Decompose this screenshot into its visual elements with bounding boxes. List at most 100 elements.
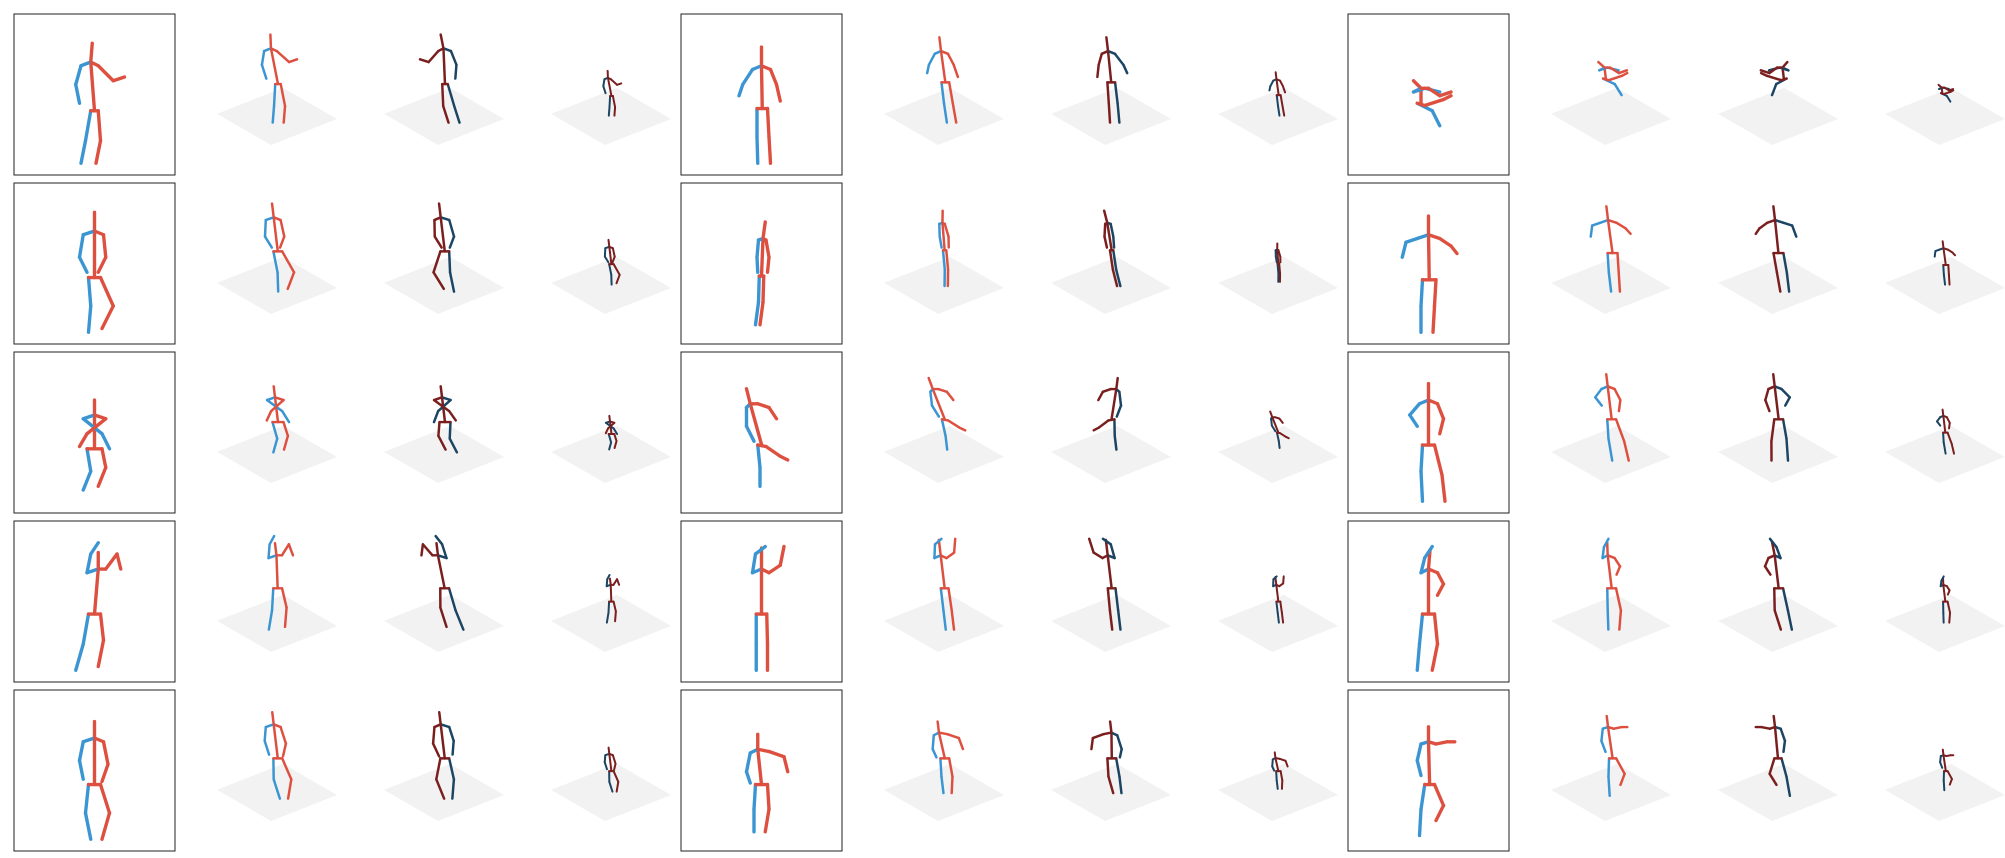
bone xyxy=(947,81,955,105)
skeleton-2d xyxy=(750,544,786,672)
bone xyxy=(278,235,286,249)
bone xyxy=(1270,417,1273,427)
panel-3d-view xyxy=(1218,71,1338,146)
bone xyxy=(1614,418,1626,443)
bone xyxy=(267,554,278,560)
bone xyxy=(1102,731,1113,736)
pose-row xyxy=(1347,13,2005,176)
bone xyxy=(756,747,771,754)
bone xyxy=(1426,233,1431,282)
bone xyxy=(605,611,610,624)
bone xyxy=(615,273,621,285)
panel-3d-view xyxy=(884,537,1004,653)
bone xyxy=(1780,77,1788,82)
bone xyxy=(1284,435,1290,440)
skeleton-3d-small xyxy=(605,574,621,624)
skeleton-3d-small xyxy=(603,238,621,286)
ground-plane xyxy=(384,87,504,146)
bone xyxy=(269,33,273,50)
bone xyxy=(1279,94,1284,107)
bone xyxy=(1430,642,1440,672)
panel-3d-view xyxy=(1885,240,2005,315)
bone xyxy=(1768,772,1778,787)
bone xyxy=(611,95,617,109)
ground-plane xyxy=(1885,763,2005,822)
bone xyxy=(944,434,949,451)
bone xyxy=(1419,782,1427,811)
bone xyxy=(1782,739,1787,754)
bone xyxy=(1415,758,1423,778)
bone xyxy=(764,444,782,458)
skeleton-3d xyxy=(432,202,456,293)
bone xyxy=(939,587,945,612)
bone xyxy=(1097,52,1103,67)
bone xyxy=(951,102,958,124)
bone xyxy=(89,60,97,113)
bone xyxy=(1608,66,1621,75)
bone xyxy=(1417,807,1423,838)
bone xyxy=(1754,227,1761,236)
bone xyxy=(946,732,961,740)
bone xyxy=(439,216,451,222)
bone xyxy=(1785,437,1790,462)
bone xyxy=(1765,218,1777,225)
skeleton-3d-small xyxy=(1935,408,1956,455)
bone xyxy=(98,612,106,642)
bone xyxy=(283,606,288,629)
ground-plane xyxy=(1885,425,2005,484)
bone xyxy=(439,723,451,729)
bone xyxy=(263,739,271,756)
bone xyxy=(607,421,616,430)
bone xyxy=(1279,600,1283,614)
bone xyxy=(1106,554,1113,590)
bone xyxy=(86,275,93,308)
panel-3d-view xyxy=(1718,372,1838,484)
panel-3d-view xyxy=(1051,36,1171,146)
ground-plane xyxy=(1551,87,1671,146)
bone xyxy=(272,778,282,800)
bone xyxy=(432,409,440,424)
bone xyxy=(447,250,452,274)
panel-3d-view xyxy=(551,414,671,484)
bone xyxy=(925,63,931,75)
bone xyxy=(778,544,786,567)
skeleton-2d xyxy=(753,220,771,327)
ground-plane xyxy=(1218,87,1338,146)
ground-plane xyxy=(384,763,504,822)
bone xyxy=(287,543,295,557)
panel-3d-view xyxy=(1051,209,1171,315)
bone xyxy=(437,434,447,451)
bone xyxy=(1434,740,1449,746)
bone xyxy=(1939,755,1942,764)
bone xyxy=(447,587,457,612)
bone xyxy=(1615,221,1627,230)
bone xyxy=(1948,611,1952,624)
skeleton-3d xyxy=(1102,209,1122,288)
bone xyxy=(1784,396,1792,407)
bone xyxy=(1619,772,1626,787)
bone xyxy=(433,235,443,249)
bone xyxy=(435,757,442,781)
skeleton-3d-small xyxy=(602,69,623,117)
bone xyxy=(1768,537,1778,549)
bone xyxy=(761,220,767,241)
bone xyxy=(272,723,280,760)
bone xyxy=(1949,89,1955,93)
bone xyxy=(271,420,279,440)
bone xyxy=(1417,612,1425,646)
bone xyxy=(756,274,761,304)
skeleton-3d xyxy=(931,720,965,795)
bone xyxy=(1096,63,1100,79)
bone xyxy=(1103,222,1107,238)
skeleton-3d xyxy=(933,537,957,631)
ground-plane xyxy=(384,256,504,315)
bone xyxy=(1270,424,1277,433)
bone xyxy=(1768,757,1776,776)
bone xyxy=(454,63,458,80)
bone xyxy=(1590,221,1602,227)
panel-3d-view xyxy=(217,385,337,484)
bone xyxy=(761,274,766,304)
bone xyxy=(115,552,123,571)
bone xyxy=(933,543,937,560)
bone xyxy=(1415,642,1422,672)
